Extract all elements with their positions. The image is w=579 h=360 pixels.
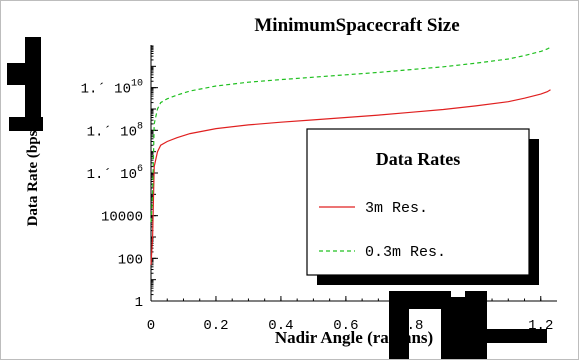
block-left-low <box>9 117 43 131</box>
x-tick-label-2: 0.4 <box>268 318 293 334</box>
block-bottom-b <box>389 291 451 309</box>
chart-title: MinimumSpacecraft Size <box>254 15 459 36</box>
y-axis-label: Data Rate (bps) <box>25 126 41 227</box>
y-tick-label-4: 1.´ 108 <box>87 121 143 140</box>
block-bottom-c <box>441 297 465 359</box>
x-tick-label-3: 0.6 <box>333 318 358 334</box>
series-line-1 <box>150 46 551 223</box>
legend-entry-1: 0.3m Res. <box>365 244 446 261</box>
y-tick-label-0: 1 <box>135 295 143 311</box>
x-axis-label: Nadir Angle (radians) <box>275 328 433 347</box>
x-tick-label-1: 0.2 <box>203 318 228 334</box>
legend-entry-0: 3m Res. <box>365 200 428 217</box>
series-line-0 <box>150 89 551 265</box>
y-tick-label-2: 10000 <box>101 210 143 226</box>
block-left-mid <box>7 63 41 85</box>
block-bottom-e <box>487 329 547 343</box>
y-tick-label-3: 1.´ 106 <box>87 164 143 183</box>
block-bottom-a <box>389 295 409 359</box>
x-tick-label-0: 0 <box>147 318 155 334</box>
block-bottom-d <box>465 291 487 359</box>
legend-title: Data Rates <box>376 149 460 169</box>
y-tick-label-1: 100 <box>118 252 143 268</box>
y-tick-label-5: 1.´ 1010 <box>81 79 143 98</box>
